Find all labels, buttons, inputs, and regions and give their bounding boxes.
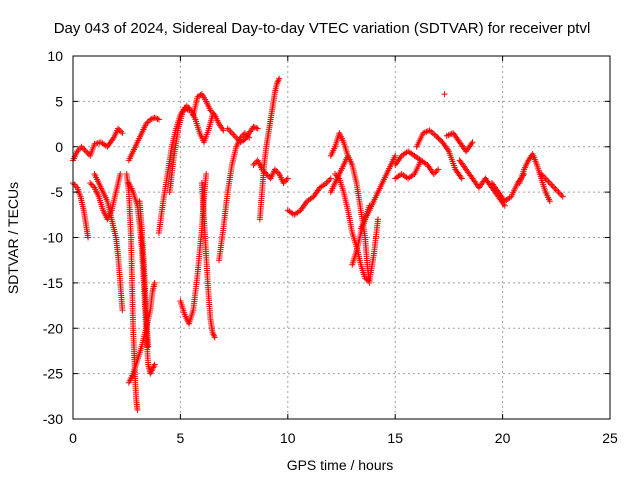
- data-point: [324, 178, 331, 185]
- data-point: [151, 361, 158, 368]
- data-point: [366, 202, 373, 209]
- data-point: [228, 130, 235, 137]
- data-point: [545, 178, 552, 185]
- data-point: [558, 192, 565, 199]
- data-point: [250, 161, 257, 168]
- data-point: [344, 152, 351, 159]
- tick-labels-layer: 0 5 10 15 20 25 -30 -25 -20 -15 -10 -5 0 5 10: [43, 48, 618, 446]
- data-point: [546, 180, 553, 187]
- x-tick-label: 0: [69, 430, 77, 446]
- data-point: [556, 190, 563, 197]
- data-point: [78, 143, 85, 150]
- data-point: [153, 115, 160, 122]
- x-tick-label: 25: [602, 430, 618, 446]
- data-point: [392, 152, 399, 159]
- data-point: [548, 181, 555, 188]
- data-point: [211, 334, 218, 341]
- data-point: [254, 125, 261, 132]
- data-point: [469, 139, 476, 146]
- y-tick-label: -5: [51, 184, 64, 200]
- data-point: [555, 189, 562, 196]
- data-point: [253, 124, 260, 131]
- data-point: [147, 116, 154, 123]
- data-point: [227, 128, 234, 135]
- data-point: [327, 175, 334, 182]
- y-tick-label: -10: [43, 230, 63, 246]
- x-tick-label: 10: [280, 430, 296, 446]
- y-tick-label: -15: [43, 275, 63, 291]
- data-point: [284, 175, 291, 182]
- data-point: [155, 116, 162, 123]
- data-point: [251, 160, 258, 167]
- data-point: [84, 149, 91, 156]
- data-point: [117, 128, 124, 135]
- x-axis-label: GPS time / hours: [287, 457, 394, 473]
- data-point: [326, 177, 333, 184]
- data-point: [274, 78, 281, 85]
- data-point: [119, 307, 126, 314]
- data-point: [71, 181, 78, 188]
- x-tick-label: 5: [177, 430, 185, 446]
- data-point: [203, 170, 210, 177]
- data-point: [251, 124, 258, 131]
- data-point: [549, 183, 556, 190]
- data-point: [435, 135, 442, 142]
- data-point: [554, 187, 561, 194]
- data-point: [151, 114, 158, 121]
- x-tick-label: 20: [495, 430, 511, 446]
- data-point: [230, 131, 237, 138]
- data-point: [226, 127, 233, 134]
- data-point: [434, 134, 441, 141]
- data-point: [276, 75, 283, 82]
- data-point: [559, 193, 566, 200]
- y-tick-label: 0: [55, 139, 63, 155]
- data-point: [85, 234, 92, 241]
- data-point: [283, 177, 290, 184]
- y-tick-label: 5: [55, 93, 63, 109]
- x-tick-label: 15: [387, 430, 403, 446]
- data-point: [417, 157, 424, 164]
- y-tick-label: 10: [47, 48, 63, 64]
- data-point: [552, 186, 559, 193]
- y-axis-label: SDTVAR / TECUs: [5, 182, 21, 294]
- data-point: [148, 115, 155, 122]
- data-point: [81, 146, 88, 153]
- data-point: [210, 331, 217, 338]
- data-point: [80, 145, 87, 152]
- data-point: [87, 180, 94, 187]
- data-point: [151, 279, 158, 286]
- data-point: [433, 132, 440, 139]
- data-point: [231, 133, 238, 140]
- y-tick-label: -25: [43, 366, 63, 382]
- data-point: [250, 123, 257, 130]
- data-point: [458, 175, 465, 182]
- data-point: [551, 184, 558, 191]
- data-point: [436, 136, 443, 143]
- data-point: [441, 91, 448, 98]
- data-point: [546, 198, 553, 205]
- axes-layer: [72, 55, 611, 420]
- y-tick-label: -20: [43, 320, 63, 336]
- y-tick-label: -30: [43, 411, 63, 427]
- data-point: [134, 406, 141, 413]
- chart-title: Day 043 of 2024, Sidereal Day-to-day VTE…: [54, 20, 591, 37]
- data-point: [145, 343, 152, 350]
- data-point: [88, 181, 95, 188]
- data-point: [220, 127, 227, 134]
- data-point: [435, 166, 442, 173]
- data-points-layer: [70, 75, 566, 413]
- data-point: [433, 167, 440, 174]
- data-point: [119, 130, 126, 137]
- data-point: [117, 170, 124, 177]
- data-point: [375, 216, 382, 223]
- data-point: [154, 115, 161, 122]
- data-point: [197, 92, 204, 99]
